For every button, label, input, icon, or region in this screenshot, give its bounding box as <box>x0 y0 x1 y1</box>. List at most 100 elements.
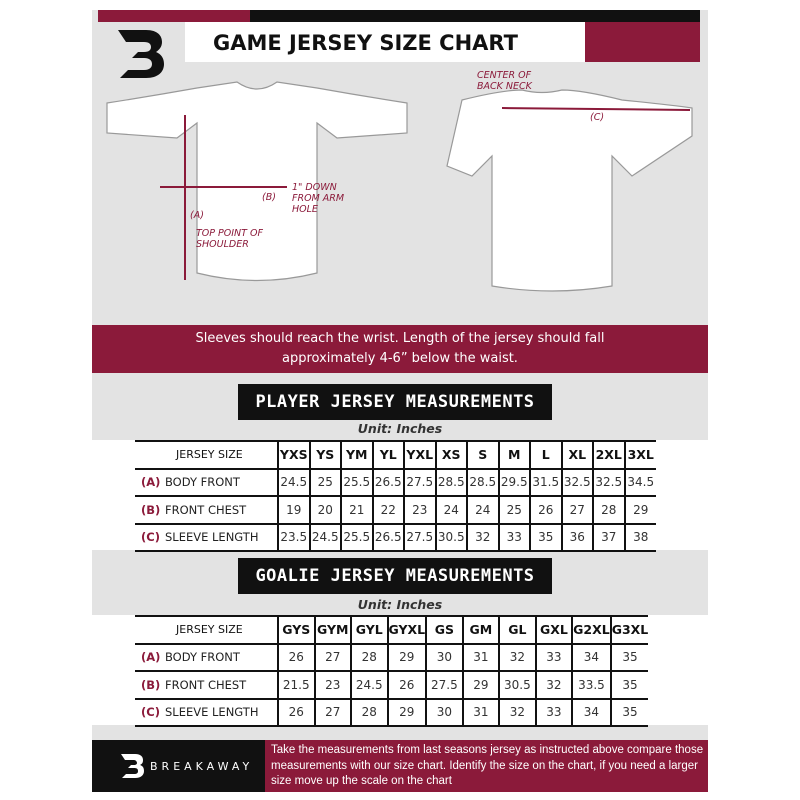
table-cell: 29 <box>623 496 656 525</box>
table-cell: 25 <box>308 468 341 497</box>
back-jersey <box>446 89 693 292</box>
table-cell: 24.5 <box>277 468 310 497</box>
row-label: (C) SLEEVE LENGTH <box>135 698 278 727</box>
size-header: GL <box>498 615 536 645</box>
table-cell: 29 <box>386 643 427 672</box>
jersey-size-label: JERSEY SIZE <box>135 615 278 645</box>
title-accent <box>585 22 700 62</box>
table-cell: 29.5 <box>497 468 530 497</box>
note-c: CENTER OF BACK NECK <box>477 70 532 92</box>
goalie-table: JERSEY SIZE GYS GYM GYL GYXL GS GM GL GXL G2XL G3X… <box>92 615 708 727</box>
row-label: (B) FRONT CHEST <box>135 496 278 525</box>
row-label: (A) BODY FRONT <box>135 643 278 672</box>
table-cell: 33 <box>534 698 573 727</box>
row-label: (A) BODY FRONT <box>135 468 278 497</box>
table-row: (A) BODY FRONT 24.5 25 25.5 26.5 27.5 28.5 28.5 2… <box>135 468 656 497</box>
size-header: G3XL <box>609 615 649 645</box>
size-header: GYL <box>350 615 388 645</box>
size-header: XL <box>560 440 593 470</box>
front-jersey <box>106 81 408 282</box>
table-cell: 22 <box>371 496 404 525</box>
size-header-row: JERSEY SIZE YXS YS YM YL YXL XS S M L XL 2XL 3XL <box>135 440 656 470</box>
table-cell: 29 <box>461 671 500 700</box>
table-cell: 28.5 <box>434 468 467 497</box>
table-cell: 27.5 <box>425 671 463 700</box>
size-header: M <box>497 440 530 470</box>
table-row: (C) SLEEVE LENGTH 26 27 28 29 30 31 32 33 34 35 <box>135 698 649 727</box>
size-header: XS <box>434 440 467 470</box>
size-header: YXS <box>277 440 310 470</box>
table-cell: 38 <box>623 523 656 552</box>
table-cell: 26 <box>277 643 315 672</box>
table-cell: 25 <box>497 496 530 525</box>
brand-name: BREAKAWAY <box>150 760 254 773</box>
table-cell: 27 <box>560 496 593 525</box>
table-row: (C) SLEEVE LENGTH 23.5 24.5 25.5 26.5 27.5 30.5… <box>135 523 656 552</box>
row-label: (C) SLEEVE LENGTH <box>135 523 278 552</box>
fit-text: Sleeves should reach the wrist. Length o… <box>195 331 605 366</box>
table-cell: 21.5 <box>277 671 315 700</box>
table-cell: 30 <box>425 698 463 727</box>
size-header: GS <box>425 615 463 645</box>
player-table: JERSEY SIZE YXS YS YM YL YXL XS S M L XL 2XL 3XL (A) B… <box>92 440 708 552</box>
footer-logo <box>121 754 144 778</box>
table-cell: 26 <box>386 671 427 700</box>
table-cell: 26.5 <box>371 468 404 497</box>
table-cell: 27.5 <box>403 523 436 552</box>
size-header: GYXL <box>386 615 427 645</box>
table-cell: 24 <box>466 496 499 525</box>
table-cell: 33 <box>497 523 530 552</box>
size-header-row: JERSEY SIZE GYS GYM GYL GYXL GS GM GL GXL G2XL G3X… <box>135 615 649 645</box>
table-cell: 31.5 <box>529 468 562 497</box>
measure-c-line <box>501 107 691 111</box>
table-cell: 26 <box>529 496 562 525</box>
table-cell: 25.5 <box>340 523 373 552</box>
table-cell: 24.5 <box>350 671 388 700</box>
label-a: (A) <box>190 210 204 221</box>
brand-logo <box>118 30 164 78</box>
size-header: G2XL <box>571 615 611 645</box>
table-cell: 19 <box>277 496 310 525</box>
table-cell: 28 <box>592 496 625 525</box>
goalie-unit: Unit: Inches <box>357 597 443 612</box>
table-cell: 37 <box>592 523 625 552</box>
table-cell: 31 <box>461 698 500 727</box>
top-black-bar <box>250 10 700 22</box>
table-cell: 24.5 <box>308 523 341 552</box>
table-cell: 32.5 <box>592 468 625 497</box>
table-cell: 31 <box>461 643 500 672</box>
table-cell: 20 <box>308 496 341 525</box>
size-header: YXL <box>403 440 436 470</box>
table-cell: 34 <box>571 698 611 727</box>
table-cell: 28 <box>350 698 388 727</box>
table-cell: 28 <box>350 643 388 672</box>
size-header: GYM <box>313 615 351 645</box>
table-cell: 35 <box>609 643 649 672</box>
size-header: S <box>466 440 499 470</box>
table-cell: 32 <box>534 671 573 700</box>
table-cell: 30.5 <box>434 523 467 552</box>
table-row: (B) FRONT CHEST 21.5 23 24.5 26 27.5 29 30.5 32 33… <box>135 671 649 700</box>
table-cell: 26.5 <box>371 523 404 552</box>
label-c: (C) <box>590 112 605 123</box>
table-cell: 32 <box>498 698 536 727</box>
table-cell: 35 <box>609 671 649 700</box>
table-cell: 24 <box>434 496 467 525</box>
size-header: YM <box>340 440 373 470</box>
size-header: 3XL <box>623 440 656 470</box>
table-cell: 34 <box>571 643 611 672</box>
table-cell: 33.5 <box>571 671 611 700</box>
table-cell: 23 <box>403 496 436 525</box>
table-row: (A) BODY FRONT 26 27 28 29 30 31 32 33 34 35 <box>135 643 649 672</box>
size-header: YL <box>371 440 404 470</box>
note-b: 1" DOWN FROM ARM HOLE <box>292 182 345 215</box>
table-cell: 36 <box>560 523 593 552</box>
table-cell: 27 <box>313 698 351 727</box>
table-cell: 28.5 <box>466 468 499 497</box>
table-cell: 30.5 <box>498 671 536 700</box>
table-cell: 23 <box>313 671 351 700</box>
size-header: L <box>529 440 562 470</box>
jersey-diagram <box>106 81 693 292</box>
table-cell: 33 <box>534 643 573 672</box>
table-cell: 29 <box>386 698 427 727</box>
